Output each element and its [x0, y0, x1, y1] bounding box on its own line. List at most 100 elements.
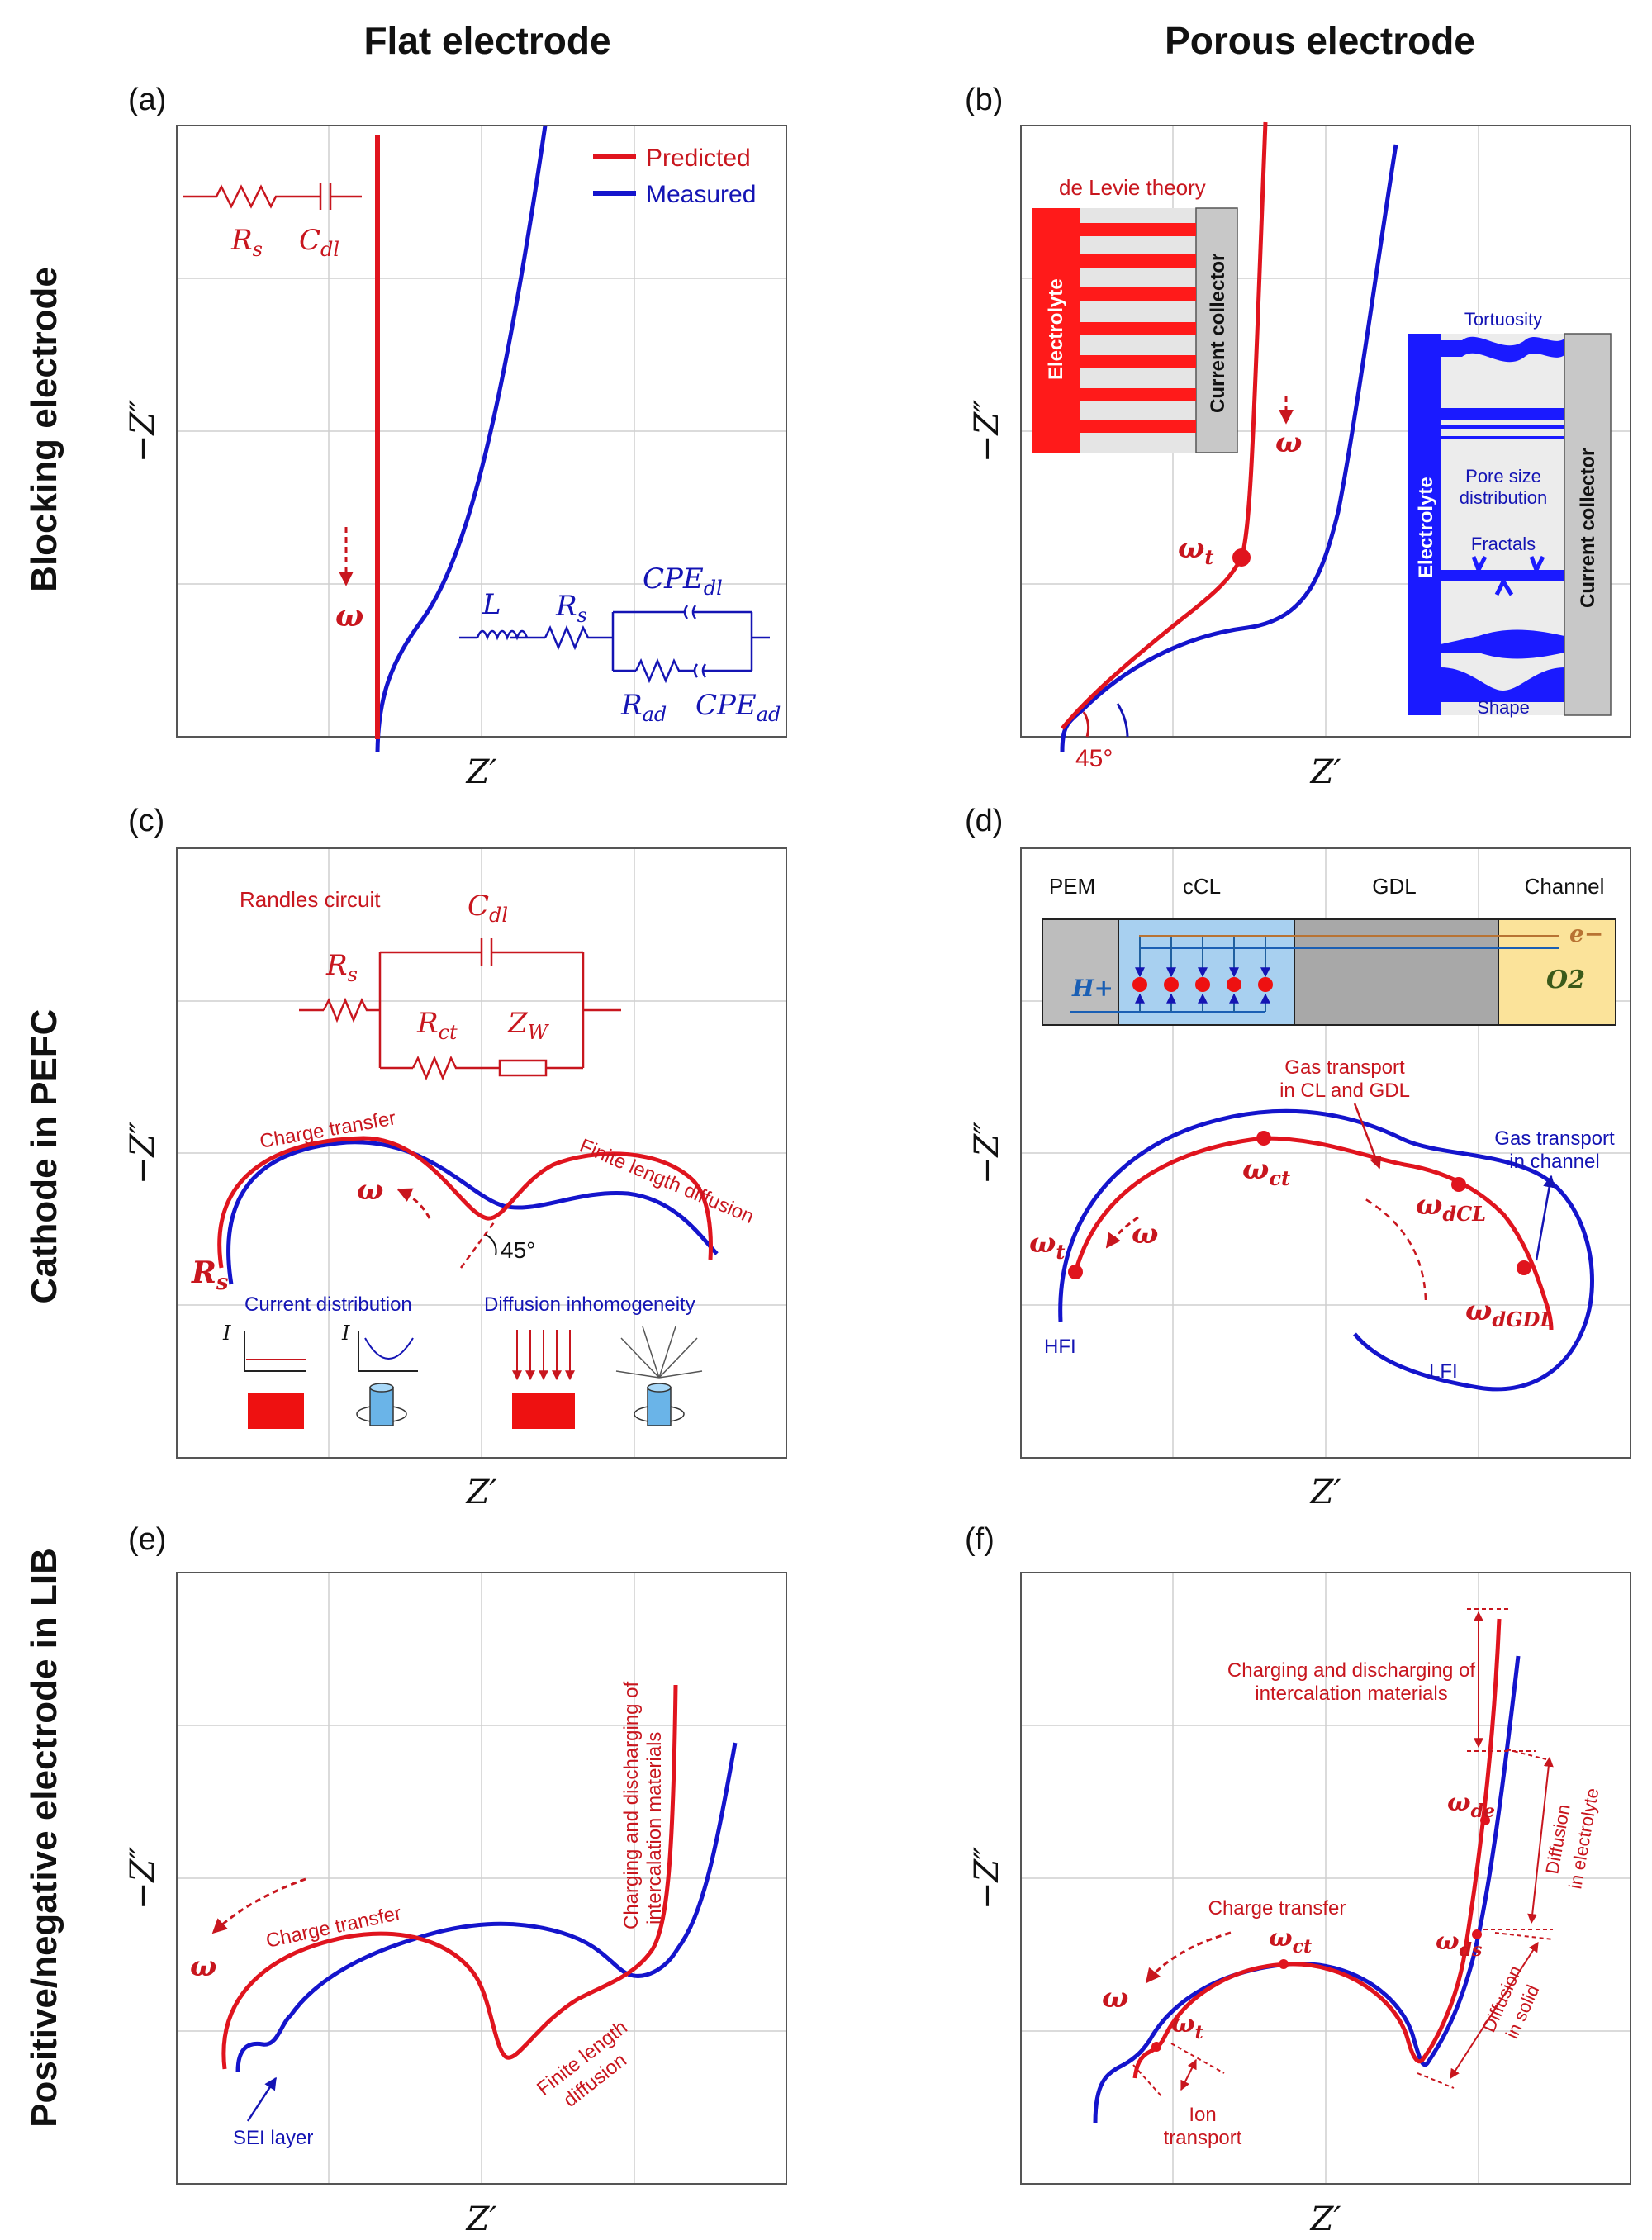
panel-f-charge-transfer: Charge transfer [1208, 1897, 1346, 1920]
panel-a-cpe-dl-label: CPEdl [643, 562, 723, 600]
panel-d-ccl: cCL [1183, 874, 1221, 899]
panel-b-content: de Levie theory Electrolyte Current coll… [1032, 121, 1612, 772]
panel-c-i-axis-2: I [341, 1322, 350, 1345]
panel-a-measured-curve [375, 125, 548, 752]
panel-b-fractals: Fractals [1471, 534, 1536, 554]
panel-label-f: (f) [965, 1522, 995, 1557]
panel-b-ylabel: −Z″ [968, 400, 1006, 463]
panel-d-omega-t-point [1068, 1265, 1083, 1279]
panel-c-randles: Randles circuit [240, 887, 381, 912]
panel-e-frame [176, 1572, 787, 2185]
panel-c-randles-circuit [299, 938, 621, 1081]
panel-b-tortuosity: Tortuosity [1464, 309, 1542, 330]
panel-c-omega-arrow [396, 1188, 431, 1219]
panel-b-shape: Shape [1477, 697, 1530, 718]
panel-e-predicted-curve [221, 1684, 678, 2070]
panel-d-omega-ct-point [1256, 1131, 1271, 1146]
panel-e-content: ω Charge transfer Finite length diffusio… [190, 1681, 738, 2149]
panel-f-measured-curve [1093, 1655, 1521, 2124]
panel-d-omega-arrow [1105, 1216, 1139, 1249]
panel-e-sei: SEI layer [233, 2127, 313, 2149]
panel-c-rs-point: Rs [191, 1255, 229, 1295]
panel-d-content: PEM cCL GDL Channel [1029, 874, 1616, 1392]
panel-c-ylabel: −Z″ [124, 1122, 162, 1184]
panel-d-o2: O2 [1546, 966, 1585, 994]
panel-d-ylabel: −Z″ [968, 1122, 1006, 1184]
panel-label-c: (c) [128, 804, 164, 838]
panel-a-l-label: L [482, 588, 501, 621]
panel-c-rs: Rs [325, 949, 358, 986]
panel-c-predicted-curve [217, 1136, 713, 1269]
panel-e-ylabel: −Z″ [124, 1847, 162, 1910]
panel-f-content: Charging and discharging of intercalatio… [1093, 1608, 1602, 2149]
panel-b-omega-t: ωt [1178, 532, 1213, 569]
panel-label-b: (b) [965, 83, 1003, 117]
panel-c-current-distribution: Current distribution [244, 1293, 412, 1316]
panel-d-pem: PEM [1049, 874, 1095, 899]
panel-d-dashed-curve [1362, 1196, 1427, 1301]
panel-label-a: (a) [128, 83, 166, 117]
panel-c-mini-rde [356, 1331, 418, 1426]
panel-a-circuit-blue [459, 605, 770, 684]
panel-d-predicted-curve [1073, 1136, 1554, 1331]
legend-predicted-label: Predicted [646, 145, 751, 172]
panel-e-charging-1: Charging and discharging of [620, 1681, 643, 1929]
panel-c-mini-diffusion-flat [512, 1330, 575, 1429]
panel-f-omega-arrow [1145, 1931, 1232, 1984]
panel-f-omega-ct: ωct [1269, 1924, 1312, 1958]
panel-b-pore-size-2: distribution [1460, 487, 1547, 508]
panel-b-angle-arc-red [1082, 711, 1090, 738]
legend-measured-label: Measured [646, 181, 756, 208]
panel-f-diff-el-2: in electrolyte [1564, 1787, 1602, 1891]
panel-a-omega-label: ω [335, 599, 363, 634]
panel-b-porous-inset [1408, 333, 1612, 716]
panel-e-omega: ω [190, 1950, 216, 1983]
panel-b-angle-arc-blue [1116, 703, 1129, 738]
panel-f-omega-ct-point [1279, 1959, 1289, 1969]
panel-b-pore-size-1: Pore size [1465, 466, 1541, 486]
panel-d-gdl: GDL [1372, 874, 1416, 899]
panel-c-xlabel: Z′ [465, 1474, 497, 1512]
panel-d-gas-cl-2: in CL and GDL [1279, 1080, 1410, 1102]
panel-f-omega: ω [1102, 1981, 1128, 2015]
panel-e-xlabel: Z′ [465, 2200, 497, 2238]
panel-b-delevie-title: de Levie theory [1059, 175, 1206, 200]
panel-a-cpe-ad-label: CPEad [695, 689, 781, 726]
panel-c-mini-diffusion-rde [615, 1326, 703, 1426]
panel-d-e-minus: e− [1569, 920, 1603, 947]
panel-a-content: Rs Cdl Predicted Measured ω [183, 125, 781, 752]
panel-c-angle-arc [485, 1234, 497, 1256]
panel-f-brackets [1132, 1608, 1554, 2099]
panel-d-measured-curve [1058, 1108, 1594, 1392]
row-label-pefc: Cathode in PEFC [24, 1009, 64, 1304]
panel-b-measured-curve [1060, 144, 1398, 752]
panel-d-cell-diagram [1042, 918, 1616, 1026]
panel-d-lfi: LFI [1429, 1360, 1458, 1383]
panel-b-delevie-inset [1032, 207, 1238, 453]
panel-b-electrolyte-blue: Electrolyte [1415, 477, 1437, 578]
panel-label-d: (d) [965, 804, 1003, 838]
panel-c-measured-curve [226, 1140, 719, 1285]
panel-e-charging-2: intercalation materials [643, 1732, 666, 1924]
panel-f-ion-1: Ion [1189, 2104, 1216, 2126]
panel-c-rct: Rct [416, 1007, 458, 1044]
panel-d-gas-ch-arrow [1535, 1175, 1556, 1261]
panel-d-omega-t: ωt [1029, 1227, 1065, 1264]
panel-c-45-line [459, 1222, 496, 1269]
panel-c-zw: ZW [507, 1007, 550, 1044]
panel-f-xlabel: Z′ [1309, 2200, 1341, 2238]
panel-d-hfi: HFI [1044, 1336, 1076, 1358]
panel-d-omega-dcl: ωdCL [1416, 1189, 1486, 1226]
panel-d-gas-ch-1: Gas transport [1494, 1127, 1615, 1150]
panel-a-ylabel: −Z″ [124, 400, 162, 463]
panel-a-xlabel: Z′ [465, 753, 497, 791]
panel-a-frame [176, 125, 787, 738]
panel-d-omega: ω [1132, 1217, 1158, 1251]
panel-f-omega-t-point [1151, 2042, 1161, 2052]
panel-e-charge-transfer: Charge transfer [264, 1902, 404, 1953]
panel-c-mini-flat [244, 1331, 306, 1429]
panel-b-omega: ω [1275, 426, 1302, 459]
panel-a-circuit-red [183, 183, 362, 210]
panel-b-xlabel: Z′ [1309, 753, 1341, 791]
